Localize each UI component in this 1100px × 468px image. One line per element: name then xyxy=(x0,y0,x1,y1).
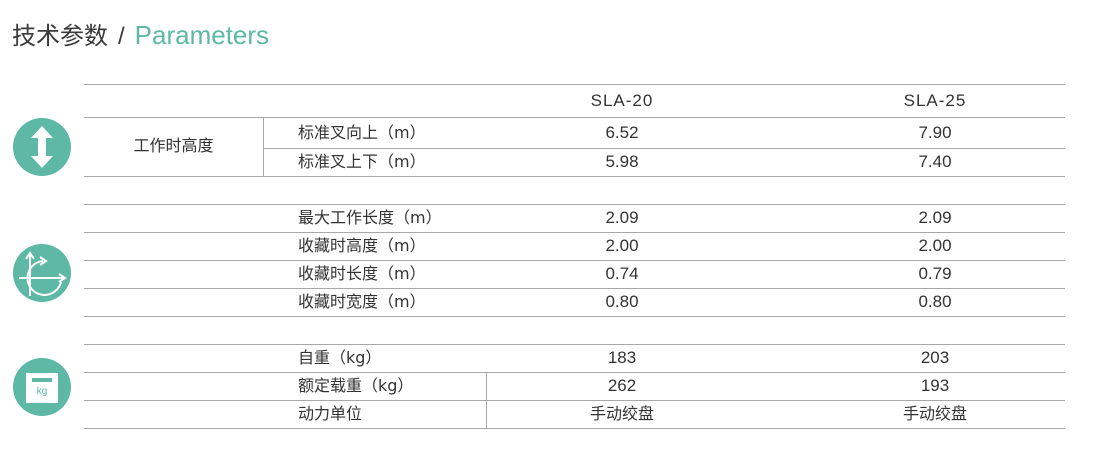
value-sla20: 6.52 xyxy=(605,123,639,142)
table-rule xyxy=(84,260,1065,261)
table-rule xyxy=(84,204,1065,205)
axes-rotation-icon xyxy=(13,244,71,302)
column-header-sla25: SLA-25 xyxy=(903,91,967,110)
value-sla25: 0.80 xyxy=(918,292,952,311)
row-label: 收藏时长度（m） xyxy=(298,264,426,283)
vertical-arrows-icon xyxy=(13,118,71,176)
table-rule xyxy=(84,428,1065,429)
title-separator: / xyxy=(118,23,125,50)
page-title: 技术参数 / Parameters xyxy=(12,16,269,51)
kg-label: kg xyxy=(36,386,48,397)
group-label-working-height: 工作时高度 xyxy=(133,136,214,155)
row-label: 额定载重（kg） xyxy=(298,376,414,395)
value-sla25: 2.00 xyxy=(918,236,952,255)
value-sla25: 手动绞盘 xyxy=(902,404,967,423)
table-rule xyxy=(84,232,1065,233)
value-sla25: 193 xyxy=(920,376,950,395)
row-label: 收藏时高度（m） xyxy=(298,236,426,255)
value-sla20: 183 xyxy=(607,348,637,367)
row-label: 最大工作长度（m） xyxy=(298,208,442,227)
table-divider xyxy=(263,117,264,176)
value-sla25: 2.09 xyxy=(918,208,952,227)
table-rule xyxy=(84,316,1065,317)
title-en: Parameters xyxy=(134,20,270,50)
value-sla20: 0.80 xyxy=(605,292,639,311)
row-label: 动力单位 xyxy=(298,404,363,423)
value-sla20: 5.98 xyxy=(605,152,639,171)
row-label: 收藏时宽度（m） xyxy=(298,292,426,311)
row-label: 自重（kg） xyxy=(298,348,382,367)
value-sla25: 203 xyxy=(920,348,950,367)
value-sla20: 手动绞盘 xyxy=(589,404,654,423)
table-rule xyxy=(84,117,1065,118)
table-rule xyxy=(84,288,1065,289)
table-rule xyxy=(84,344,1065,345)
table-divider xyxy=(486,372,487,428)
value-sla20: 262 xyxy=(607,376,637,395)
value-sla25: 7.90 xyxy=(918,123,952,142)
value-sla25: 0.79 xyxy=(918,264,952,283)
table-rule xyxy=(263,148,1065,149)
value-sla25: 7.40 xyxy=(918,152,952,171)
row-label: 标准叉上下（m） xyxy=(298,152,426,171)
table-rule xyxy=(84,372,1065,373)
value-sla20: 2.09 xyxy=(605,208,639,227)
row-label: 标准叉向上（m） xyxy=(298,123,426,142)
column-header-sla20: SLA-20 xyxy=(590,91,654,110)
title-cn: 技术参数 xyxy=(12,22,108,50)
table-rule xyxy=(84,84,1065,85)
value-sla20: 2.00 xyxy=(605,236,639,255)
value-sla20: 0.74 xyxy=(605,264,639,283)
weight-kg-icon: kg xyxy=(13,358,71,416)
table-rule xyxy=(84,176,1065,177)
table-rule xyxy=(84,400,1065,401)
